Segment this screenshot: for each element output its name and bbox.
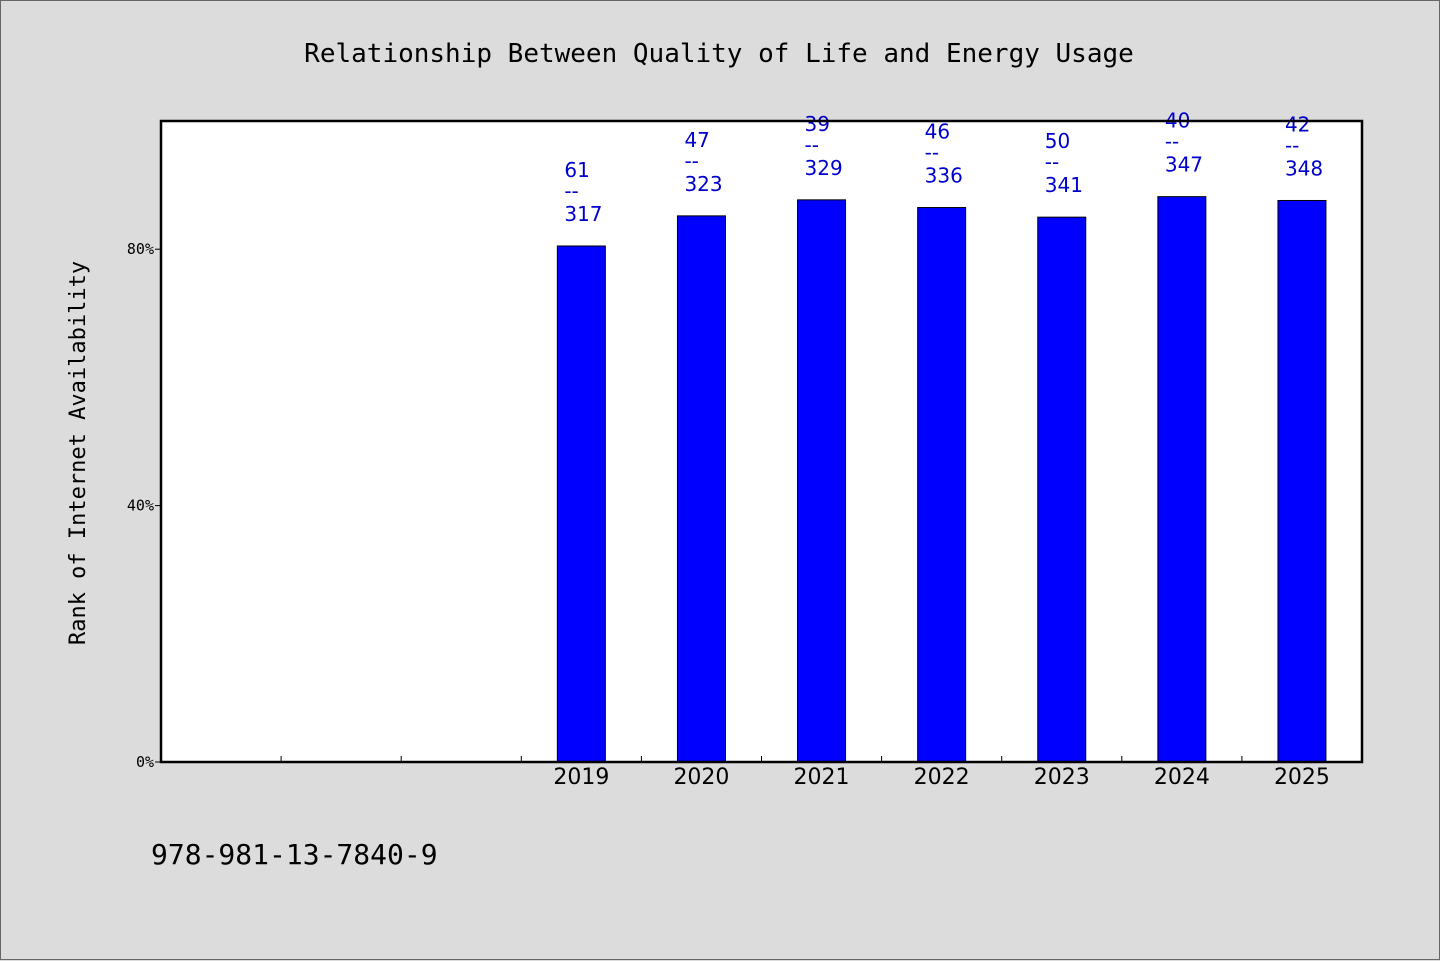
y-axis-label: Rank of Internet Availability — [66, 261, 91, 645]
y-tick-label: 80% — [127, 240, 154, 258]
bar — [1037, 216, 1087, 763]
data-label: -- — [805, 133, 819, 157]
data-label: 329 — [805, 156, 843, 180]
data-label: 341 — [1045, 173, 1083, 197]
data-label: 347 — [1165, 153, 1203, 177]
data-label: -- — [564, 179, 578, 203]
bar — [676, 215, 726, 763]
data-label: 42 — [1285, 112, 1310, 136]
data-label: -- — [1165, 130, 1179, 154]
data-label: 47 — [684, 128, 709, 152]
y-tick-label: 40% — [127, 497, 154, 515]
footer-code: 978-981-13-7840-9 — [151, 838, 438, 871]
data-label: 39 — [805, 112, 830, 136]
data-label: 61 — [564, 158, 589, 182]
data-label: 336 — [925, 164, 963, 188]
plot-border — [159, 119, 1364, 764]
x-tick-label: 2022 — [914, 765, 970, 790]
data-label: -- — [1045, 150, 1059, 174]
x-tick-label: 2023 — [1034, 765, 1090, 790]
bar — [917, 207, 967, 763]
x-tick-label: 2021 — [794, 765, 850, 790]
x-tick-label: 2020 — [673, 765, 729, 790]
bars-layer — [556, 196, 1327, 763]
data-label: 50 — [1045, 129, 1070, 153]
data-label: 317 — [564, 202, 602, 226]
bar — [1277, 199, 1327, 763]
bar — [1157, 196, 1207, 763]
axis-layer: 0% 40% 80% 2019 2020 2021 2022 2023 2024 2025 — [127, 240, 1330, 790]
data-label: -- — [1285, 133, 1299, 157]
data-label: -- — [684, 149, 698, 173]
data-label: -- — [925, 141, 939, 165]
x-tick-label: 2019 — [553, 765, 609, 790]
bar — [556, 245, 606, 763]
chart-title: Relationship Between Quality of Life and… — [304, 39, 1134, 69]
data-label: 348 — [1285, 156, 1323, 180]
data-labels-layer: 61--31747--32339--32946--33650--34140--3… — [564, 109, 1323, 226]
data-label: 323 — [684, 172, 722, 196]
bar — [797, 199, 847, 763]
data-label: 46 — [925, 120, 950, 144]
y-tick-label: 0% — [136, 753, 154, 771]
x-tick-label: 2024 — [1154, 765, 1210, 790]
x-tick-label: 2025 — [1274, 765, 1330, 790]
